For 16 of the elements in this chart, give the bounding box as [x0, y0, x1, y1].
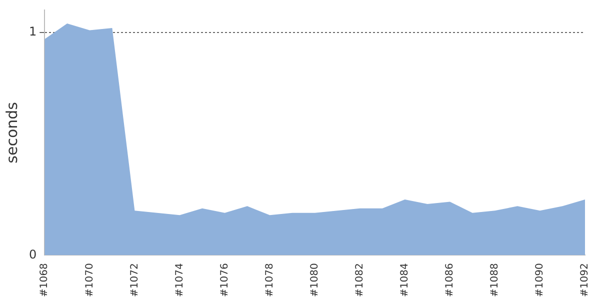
x-tick-label: #1088: [490, 263, 501, 297]
x-tick-label: #1076: [219, 263, 230, 297]
x-tick-label: #1082: [354, 263, 366, 297]
x-tick-label: #1090: [534, 263, 546, 297]
y-tick-label: 1: [28, 24, 37, 39]
y-tick-label: 0: [28, 247, 37, 262]
x-tick-label: #1092: [580, 263, 591, 297]
x-tick-label: #1068: [39, 263, 50, 297]
x-tick-label: #1080: [309, 263, 320, 297]
x-tick-label: #1074: [174, 263, 186, 297]
x-tick-label: #1072: [129, 263, 140, 297]
x-tick-label: #1070: [84, 263, 96, 297]
x-tick-label: #1086: [444, 263, 456, 297]
y-axis-title: seconds: [2, 102, 21, 164]
x-tick-label: #1084: [399, 263, 410, 297]
x-tick-label: #1078: [264, 263, 276, 297]
